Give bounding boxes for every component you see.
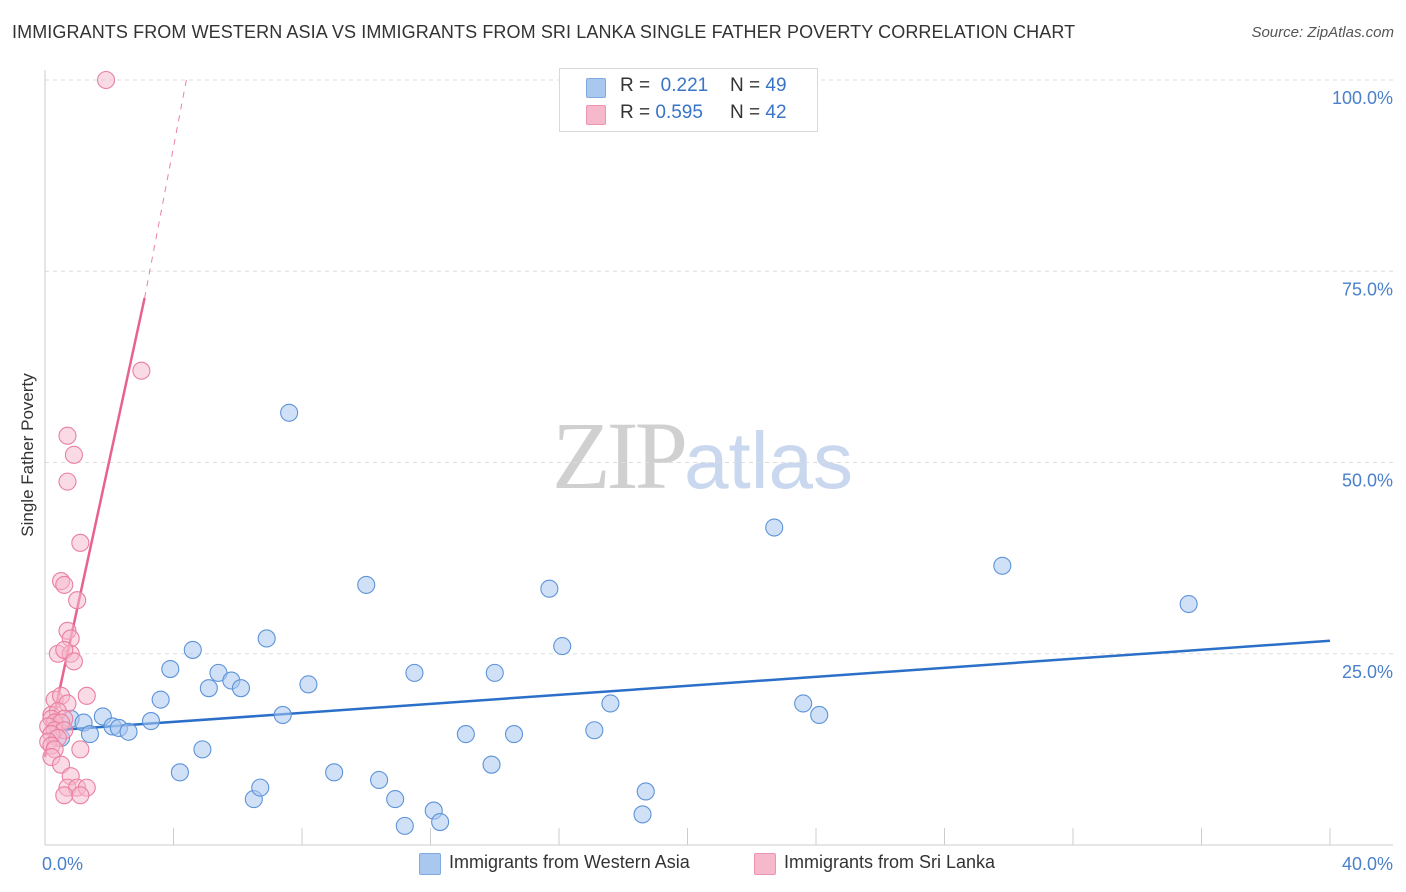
point-western-asia-39 xyxy=(601,694,620,713)
point-sri-lanka-8 xyxy=(68,591,87,610)
axes xyxy=(44,70,1393,846)
point-western-asia-45 xyxy=(993,556,1012,575)
legend-n-western-asia: N = 49 xyxy=(730,75,787,96)
trend-line-sri-lanka xyxy=(43,297,146,758)
point-sri-lanka-17 xyxy=(77,686,96,705)
point-western-asia-14 xyxy=(199,679,218,698)
y-tick-label-100: 100.0% xyxy=(1332,88,1393,108)
bottom-legend-label-western-asia: Immigrants from Western Asia xyxy=(449,852,690,872)
legend-n-sri-lanka: N = 42 xyxy=(730,102,787,123)
point-western-asia-12 xyxy=(183,640,202,659)
point-western-asia-25 xyxy=(357,575,376,594)
point-sri-lanka-4 xyxy=(58,472,77,491)
point-sri-lanka-41 xyxy=(71,786,90,805)
point-western-asia-41 xyxy=(636,782,655,801)
point-sri-lanka-7 xyxy=(55,575,74,594)
y-tick-label-25: 25.0% xyxy=(1342,662,1393,682)
chart-title: IMMIGRANTS FROM WESTERN ASIA VS IMMIGRAN… xyxy=(12,22,1076,42)
legend-swatch-blue xyxy=(586,78,606,98)
point-western-asia-7 xyxy=(119,722,138,741)
bottom-legend-label-sri-lanka: Immigrants from Sri Lanka xyxy=(784,852,996,872)
point-western-asia-44 xyxy=(810,705,829,725)
x-tick-label-40: 40.0% xyxy=(1342,854,1393,874)
gridlines xyxy=(45,79,1393,655)
correlation-legend: R = 0.221 N = 49 R = 0.595 N = 42 xyxy=(559,68,818,132)
point-western-asia-22 xyxy=(280,403,299,422)
y-tick-label-50: 50.0% xyxy=(1342,471,1393,491)
bottom-legend-swatch-pink xyxy=(754,853,776,875)
point-sri-lanka-40 xyxy=(55,786,74,805)
point-western-asia-46 xyxy=(1179,594,1198,614)
point-western-asia-24 xyxy=(325,763,344,782)
point-western-asia-21 xyxy=(273,705,292,725)
point-western-asia-19 xyxy=(251,778,270,797)
point-sri-lanka-2 xyxy=(58,426,77,445)
point-western-asia-27 xyxy=(386,790,405,809)
point-western-asia-26 xyxy=(370,770,389,790)
tick-labels: 25.0% 50.0% 75.0% 100.0% 0.0% 40.0% xyxy=(42,88,1393,874)
trend-line-sri-lanka-extension xyxy=(144,79,187,299)
trend-lines xyxy=(43,79,1331,758)
point-western-asia-20 xyxy=(257,629,276,648)
point-western-asia-17 xyxy=(231,679,251,698)
source-credit: Source: ZipAtlas.com xyxy=(1251,24,1394,41)
point-western-asia-3 xyxy=(80,725,100,744)
point-western-asia-33 xyxy=(482,755,501,774)
sri-lanka-points xyxy=(39,70,151,805)
point-sri-lanka-14 xyxy=(64,652,83,671)
western-asia-points xyxy=(52,403,1198,835)
legend-r-western-asia: R = 0.221 xyxy=(620,75,709,96)
point-sri-lanka-0 xyxy=(96,70,116,90)
point-western-asia-9 xyxy=(151,690,170,709)
point-western-asia-36 xyxy=(540,579,559,598)
point-western-asia-8 xyxy=(141,712,161,731)
bottom-legend-swatch-blue xyxy=(419,853,441,875)
point-western-asia-31 xyxy=(431,812,450,832)
y-tick-label-75: 75.0% xyxy=(1342,279,1393,299)
point-western-asia-35 xyxy=(504,725,524,744)
point-western-asia-32 xyxy=(456,725,475,744)
point-western-asia-37 xyxy=(553,637,572,656)
point-western-asia-29 xyxy=(405,663,424,682)
watermark-zip: ZIP xyxy=(552,402,688,509)
point-sri-lanka-1 xyxy=(132,361,151,380)
point-sri-lanka-33 xyxy=(71,740,90,759)
point-sri-lanka-5 xyxy=(71,533,90,552)
legend-swatch-pink xyxy=(586,105,606,125)
watermark: ZIPatlas xyxy=(552,400,853,511)
point-western-asia-40 xyxy=(633,805,652,824)
legend-r-sri-lanka: R = 0.595 xyxy=(620,102,703,123)
x-tick-label-0: 0.0% xyxy=(42,854,83,874)
point-western-asia-38 xyxy=(585,721,604,740)
point-western-asia-23 xyxy=(299,675,318,694)
point-western-asia-13 xyxy=(193,740,212,759)
point-western-asia-10 xyxy=(161,659,180,679)
point-western-asia-34 xyxy=(485,663,504,682)
trend-line-western-asia xyxy=(54,639,1331,732)
point-sri-lanka-3 xyxy=(64,445,83,464)
point-western-asia-42 xyxy=(765,518,784,537)
watermark-atlas: atlas xyxy=(684,416,853,505)
point-western-asia-43 xyxy=(794,694,813,713)
point-western-asia-28 xyxy=(395,816,414,835)
point-western-asia-11 xyxy=(170,763,189,782)
